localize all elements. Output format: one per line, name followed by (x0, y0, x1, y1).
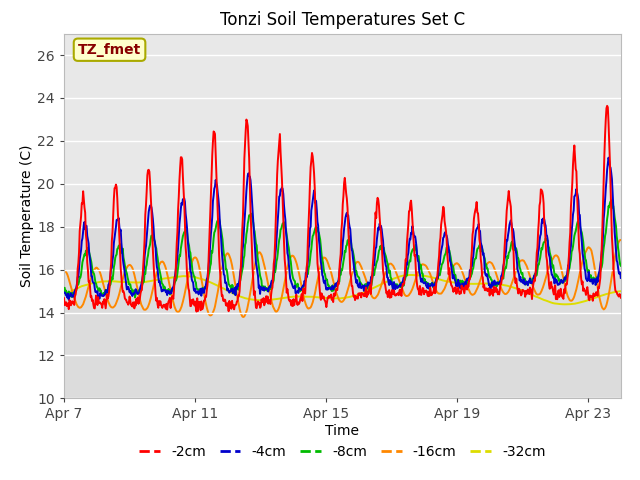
Y-axis label: Soil Temperature (C): Soil Temperature (C) (20, 145, 35, 287)
Title: Tonzi Soil Temperatures Set C: Tonzi Soil Temperatures Set C (220, 11, 465, 29)
X-axis label: Time: Time (325, 424, 360, 438)
Bar (64, 34, 621, 227)
Text: TZ_fmet: TZ_fmet (78, 43, 141, 57)
Legend: -2cm, -4cm, -8cm, -16cm, -32cm: -2cm, -4cm, -8cm, -16cm, -32cm (133, 439, 552, 465)
